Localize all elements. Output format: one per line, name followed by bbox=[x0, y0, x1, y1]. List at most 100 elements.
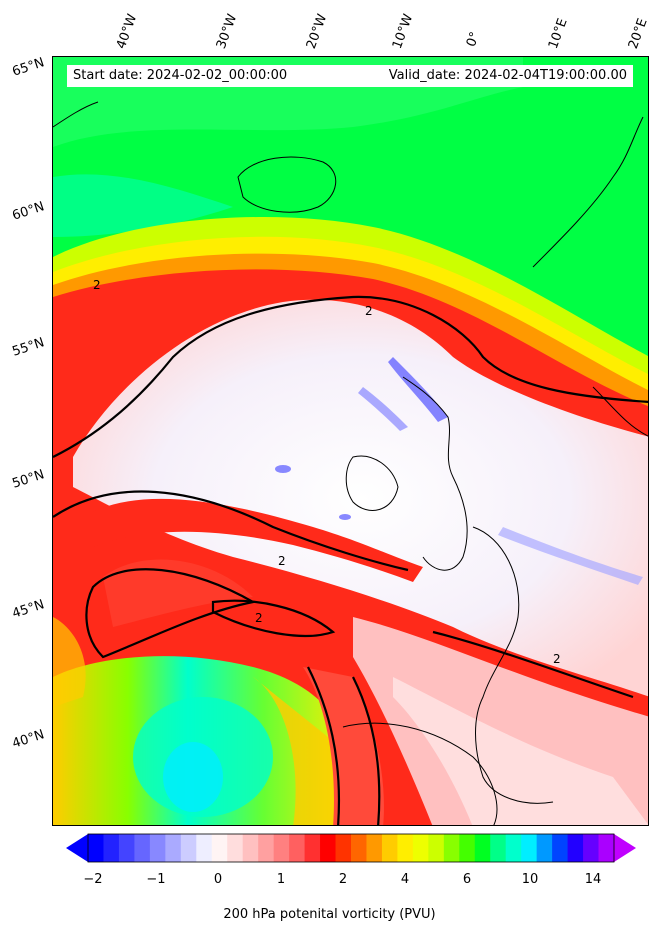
yellow-west-edge bbox=[53, 617, 86, 707]
colorbar-cell bbox=[521, 834, 538, 862]
colorbar-cell bbox=[381, 834, 399, 862]
lon-label-30w: 30°W bbox=[213, 12, 241, 51]
colorbar-cell bbox=[474, 834, 491, 862]
lon-label-0: 0° bbox=[463, 29, 484, 49]
contour-2-lobe bbox=[85, 568, 257, 659]
colorbar-cell bbox=[273, 834, 290, 862]
colorbar-cell bbox=[103, 834, 120, 862]
colorbar-tick-1: 1 bbox=[276, 872, 286, 887]
coast-norway bbox=[532, 116, 644, 268]
lon-label-40w: 40°W bbox=[113, 12, 141, 51]
coast-ireland bbox=[345, 455, 399, 511]
colorbar-cell bbox=[412, 834, 429, 862]
blue-streak-1 bbox=[388, 357, 448, 422]
colorbar-cell bbox=[459, 834, 476, 862]
colorbar-cell bbox=[118, 834, 136, 862]
contour-2-mid bbox=[53, 490, 409, 572]
lat-label-60n: 60°N bbox=[10, 199, 47, 224]
colorbar-min-arrow bbox=[66, 834, 88, 862]
colorbar-tick-m1: −1 bbox=[146, 872, 166, 887]
contour-2-north bbox=[53, 295, 648, 458]
colorbar-cell bbox=[88, 834, 105, 862]
colorbar-tick-m2: −2 bbox=[83, 872, 103, 887]
contour-label-5: 2 bbox=[93, 278, 101, 292]
colorbar-cell bbox=[320, 834, 337, 862]
contour-label-2: 2 bbox=[278, 554, 286, 568]
colorbar-cell bbox=[165, 834, 182, 862]
colorbar-cell bbox=[583, 834, 600, 862]
pv-map-panel: 2 2 2 2 2 Start date: 2024-02-02_00:00:0… bbox=[52, 56, 649, 826]
colorbar-tick-10: 10 bbox=[521, 872, 539, 887]
colorbar-cell bbox=[134, 834, 151, 862]
lon-label-10e: 10°E bbox=[545, 16, 571, 51]
valid-date-label: Valid_date: 2024-02-04T19:00:00.00 bbox=[388, 68, 627, 83]
colorbar-tick-4: 4 bbox=[400, 872, 410, 887]
pv-field-svg: 2 2 2 2 2 bbox=[53, 57, 648, 825]
blue-spot-1 bbox=[275, 465, 291, 473]
colorbar-cell bbox=[366, 834, 383, 862]
red-stripe-south bbox=[303, 667, 384, 825]
colorbar-cell bbox=[567, 834, 584, 862]
contour-2-small-lobe bbox=[211, 599, 336, 638]
colorbar-cell bbox=[397, 834, 414, 862]
red-lobe-west bbox=[103, 559, 253, 627]
colorbar-tick-2: 2 bbox=[338, 872, 348, 887]
lat-label-55n: 55°N bbox=[10, 335, 47, 360]
colorbar-label: 200 hPa potenital vorticity (PVU) bbox=[223, 907, 436, 922]
coast-iceland bbox=[237, 156, 337, 213]
cyan-patch-west bbox=[53, 174, 233, 237]
colorbar-cell bbox=[304, 834, 321, 862]
pv-2-contours bbox=[53, 295, 648, 825]
coast-denmark bbox=[592, 386, 648, 437]
blue-streak-3 bbox=[498, 527, 643, 585]
colorbar-cell bbox=[505, 834, 522, 862]
contour-label-3: 2 bbox=[255, 611, 263, 625]
yellow-south-stripe bbox=[253, 677, 353, 825]
colorbar-cell bbox=[258, 834, 275, 862]
coast-greenland bbox=[53, 101, 99, 128]
lon-label-20w: 20°W bbox=[303, 12, 331, 51]
southeast-light-region bbox=[393, 677, 648, 825]
contour-2-south-1 bbox=[307, 666, 341, 825]
coast-iberia bbox=[342, 722, 498, 825]
colorbar-tick-0: 0 bbox=[213, 872, 223, 887]
lat-label-50n: 50°N bbox=[10, 467, 47, 492]
high-pv-intrusion bbox=[73, 299, 648, 697]
colorbar-cell bbox=[242, 834, 259, 862]
red-filament-west bbox=[83, 498, 423, 582]
colorbar bbox=[66, 833, 636, 863]
colorbar-tick-6: 6 bbox=[462, 872, 472, 887]
lat-label-40n: 40°N bbox=[10, 727, 47, 752]
colorbar-cell bbox=[149, 834, 166, 862]
coast-france-iberia bbox=[472, 526, 554, 804]
colorbar-cell bbox=[536, 834, 553, 862]
lat-label-65n: 65°N bbox=[10, 55, 47, 80]
blue-streak-2 bbox=[358, 387, 408, 431]
colorbar-cell bbox=[211, 834, 228, 862]
contour-2-east bbox=[432, 630, 634, 699]
coastlines bbox=[53, 101, 648, 825]
colorbar-tick-14: 14 bbox=[584, 872, 602, 887]
contour-label-4: 2 bbox=[553, 652, 561, 666]
colorbar-cell bbox=[196, 834, 213, 862]
colorbar-cells bbox=[88, 834, 615, 862]
contour-2-south-2 bbox=[352, 676, 381, 825]
lat-label-45n: 45°N bbox=[10, 597, 47, 622]
start-date-label: Start date: 2024-02-02_00:00:00 bbox=[73, 68, 288, 83]
lon-label-20e: 20°E bbox=[625, 16, 651, 51]
colorbar-cell bbox=[443, 834, 460, 862]
blue-spot-2 bbox=[339, 514, 351, 520]
colorbar-cell bbox=[289, 834, 306, 862]
colorbar-cell bbox=[180, 834, 197, 862]
map-info-box: Start date: 2024-02-02_00:00:00 Valid_da… bbox=[67, 65, 633, 87]
colorbar-max-arrow bbox=[614, 834, 636, 862]
colorbar-cell bbox=[552, 834, 569, 862]
colorbar-cell bbox=[335, 834, 352, 862]
colorbar-cell bbox=[227, 834, 244, 862]
colorbar-cell bbox=[598, 834, 615, 862]
contour-label-1: 2 bbox=[365, 304, 373, 318]
colorbar-cell bbox=[490, 834, 507, 862]
lon-label-10w: 10°W bbox=[389, 12, 417, 51]
colorbar-cell bbox=[428, 834, 445, 862]
colorbar-frame bbox=[87, 833, 615, 863]
